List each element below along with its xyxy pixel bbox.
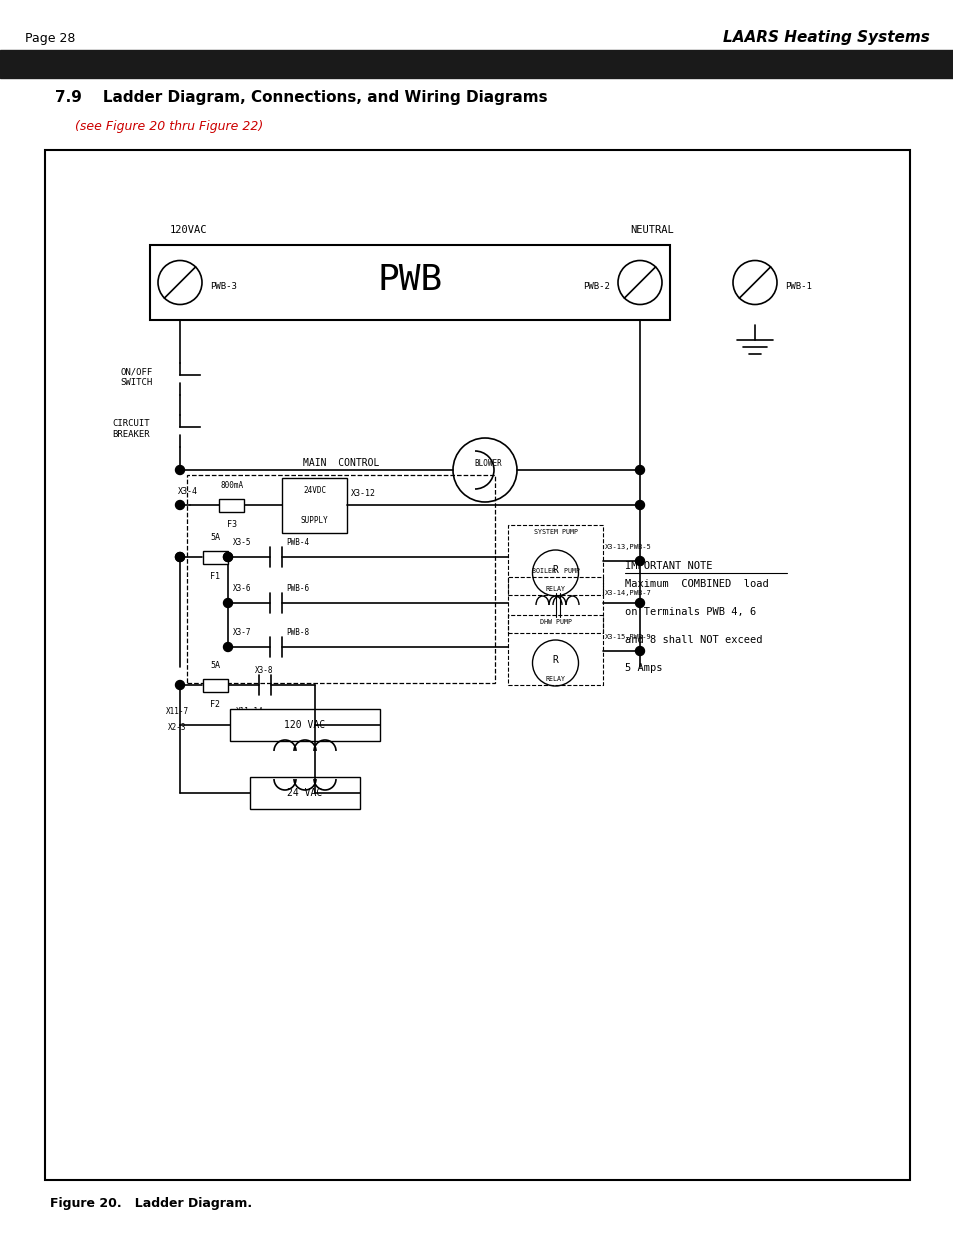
Text: 7.9    Ladder Diagram, Connections, and Wiring Diagrams: 7.9 Ladder Diagram, Connections, and Wir… [55, 90, 547, 105]
Text: X3-6: X3-6 [233, 584, 252, 593]
Text: BLOWER: BLOWER [474, 459, 501, 468]
Text: on Terminals PWB 4, 6: on Terminals PWB 4, 6 [624, 606, 756, 618]
Circle shape [175, 500, 184, 510]
Text: R: R [552, 564, 558, 576]
Text: 800mA: 800mA [220, 480, 243, 490]
Circle shape [635, 500, 644, 510]
Text: CIRCUIT
BREAKER: CIRCUIT BREAKER [112, 420, 150, 438]
Text: F3: F3 [227, 520, 236, 529]
Text: ON/OFF
SWITCH: ON/OFF SWITCH [120, 367, 152, 387]
Text: X3-14,PWB-7: X3-14,PWB-7 [604, 590, 651, 597]
Text: DHW PUMP: DHW PUMP [539, 619, 571, 625]
Text: (see Figure 20 thru Figure 22): (see Figure 20 thru Figure 22) [75, 120, 263, 133]
Text: 24 VAC: 24 VAC [287, 788, 322, 798]
Bar [219, 499, 244, 511]
Text: PWB-3: PWB-3 [210, 282, 236, 291]
Bar [507, 525, 602, 595]
Circle shape [175, 466, 184, 474]
Text: SUPPLY: SUPPLY [300, 516, 328, 525]
Text: PWB: PWB [377, 263, 442, 298]
Circle shape [635, 646, 644, 656]
Text: X3-4: X3-4 [178, 487, 198, 496]
Text: X2-3: X2-3 [168, 722, 186, 732]
Text: BOILER  PUMP: BOILER PUMP [531, 568, 578, 574]
Circle shape [223, 552, 233, 562]
Bar [0, 49, 953, 78]
Text: NEUTRAL: NEUTRAL [629, 225, 673, 235]
Text: RELAY: RELAY [545, 676, 565, 682]
Circle shape [223, 599, 233, 608]
Bar [202, 678, 227, 692]
Text: X11-14: X11-14 [236, 706, 264, 716]
Text: 5A: 5A [210, 661, 220, 671]
Text: X11-7: X11-7 [165, 706, 189, 716]
Bar [230, 709, 379, 741]
Bar [187, 475, 495, 683]
Text: X3-8: X3-8 [254, 666, 274, 676]
Text: PWB-1: PWB-1 [784, 282, 811, 291]
Text: X3-5: X3-5 [233, 538, 252, 547]
Text: X3-7: X3-7 [233, 629, 252, 637]
Text: SYSTEM PUMP: SYSTEM PUMP [533, 529, 577, 535]
Circle shape [223, 552, 233, 562]
Text: X3-13,PWB-5: X3-13,PWB-5 [604, 543, 651, 550]
Text: PWB-8: PWB-8 [286, 629, 309, 637]
Circle shape [223, 642, 233, 652]
Text: Page 28: Page 28 [25, 32, 75, 44]
Text: F2: F2 [210, 700, 220, 709]
Circle shape [635, 557, 644, 566]
Text: PWB-4: PWB-4 [286, 538, 309, 547]
Text: X2-6: X2-6 [240, 722, 259, 732]
Circle shape [175, 552, 184, 562]
Circle shape [635, 599, 644, 608]
Text: X3-15,PWB-9: X3-15,PWB-9 [604, 634, 651, 640]
Text: 120VAC: 120VAC [170, 225, 208, 235]
Text: R: R [552, 655, 558, 664]
Text: and 8 shall NOT exceed: and 8 shall NOT exceed [624, 635, 761, 645]
Text: LAARS Heating Systems: LAARS Heating Systems [722, 30, 929, 44]
Text: 120 VAC: 120 VAC [284, 720, 325, 730]
Text: X3-12: X3-12 [351, 489, 375, 498]
Bar [150, 245, 669, 320]
Text: 5 Amps: 5 Amps [624, 663, 661, 673]
Bar [45, 149, 909, 1179]
Bar [202, 551, 227, 563]
Text: RELAY: RELAY [545, 585, 565, 592]
Bar [250, 777, 359, 809]
Text: 5A: 5A [210, 534, 220, 542]
Text: Figure 20.   Ladder Diagram.: Figure 20. Ladder Diagram. [50, 1197, 252, 1210]
Bar [507, 577, 602, 634]
Circle shape [175, 680, 184, 689]
Text: Maximum  COMBINED  load: Maximum COMBINED load [624, 579, 768, 589]
Circle shape [635, 466, 644, 474]
Circle shape [175, 552, 184, 562]
Text: F1: F1 [210, 572, 220, 580]
Bar [282, 478, 347, 534]
Text: 24VDC: 24VDC [303, 487, 326, 495]
Text: PWB-2: PWB-2 [582, 282, 609, 291]
Text: MAIN  CONTROL: MAIN CONTROL [302, 458, 378, 468]
Text: IMPORTANT NOTE: IMPORTANT NOTE [624, 561, 712, 571]
Bar [507, 615, 602, 685]
Text: PWB-6: PWB-6 [286, 584, 309, 593]
